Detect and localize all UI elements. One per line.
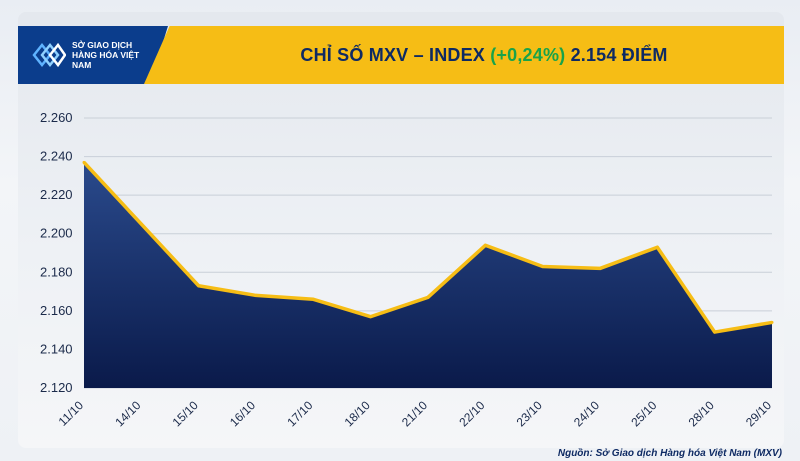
x-tick-label: 25/10 [628, 398, 659, 429]
data-point [426, 295, 430, 299]
y-tick-label: 2.240 [40, 149, 73, 164]
data-point [483, 243, 487, 247]
x-tick-label: 16/10 [227, 398, 258, 429]
x-tick-label: 18/10 [342, 398, 373, 429]
x-axis-ticks: 11/10 14/10 15/10 16/10 17/10 18/10 21/10 22/10… [56, 398, 775, 429]
y-tick-label: 2.140 [40, 341, 73, 356]
data-point [655, 245, 659, 249]
chart-title: CHỈ SỐ MXV – INDEX (+0,24%) 2.154 ĐIỂM [300, 45, 667, 66]
data-point [598, 266, 602, 270]
y-tick-label: 2.260 [40, 110, 73, 125]
x-tick-label: 28/10 [686, 398, 717, 429]
title-value: 2.154 ĐIỂM [570, 44, 668, 65]
y-axis-ticks: 2.120 2.140 2.160 2.180 2.200 2.220 2.240 2.260 [40, 110, 73, 395]
data-point [713, 330, 717, 334]
data-point [541, 265, 545, 268]
logo-label: SỞ GIAO DỊCH HÀNG HÓA VIỆT NAM [72, 40, 140, 70]
x-tick-label: 22/10 [456, 398, 487, 429]
y-tick-label: 2.200 [40, 226, 73, 241]
data-point [770, 320, 774, 324]
data-point [82, 160, 86, 164]
data-point [254, 293, 258, 297]
data-point [139, 222, 143, 226]
header: SỞ GIAO DỊCH HÀNG HÓA VIỆT NAM CHỈ SỐ MX… [18, 26, 784, 84]
mxv-logo-icon [32, 42, 66, 68]
x-tick-label: 15/10 [170, 398, 201, 429]
title-prefix: CHỈ SỐ MXV – INDEX [300, 44, 486, 65]
y-tick-label: 2.220 [40, 187, 73, 202]
y-tick-label: 2.180 [40, 264, 73, 279]
y-tick-label: 2.160 [40, 303, 73, 318]
data-point [197, 284, 201, 288]
y-tick-label: 2.120 [40, 380, 73, 395]
x-tick-label: 23/10 [514, 398, 545, 429]
title-change: (+0,24%) [490, 44, 566, 65]
x-tick-label: 11/10 [56, 398, 87, 429]
x-tick-label: 17/10 [284, 398, 315, 429]
data-point [369, 315, 373, 319]
source-note: Nguồn: Sở Giao dịch Hàng hóa Việt Nam (M… [557, 448, 782, 459]
area-series [84, 162, 772, 388]
title-band: CHỈ SỐ MXV – INDEX (+0,24%) 2.154 ĐIỂM [144, 26, 784, 84]
line-series [82, 160, 774, 334]
x-tick-label: 24/10 [571, 398, 602, 429]
data-point [311, 297, 315, 301]
area-fill [84, 162, 772, 388]
logo: SỞ GIAO DỊCH HÀNG HÓA VIỆT NAM [18, 26, 168, 84]
x-tick-label: 21/10 [399, 398, 430, 429]
x-tick-label: 29/10 [743, 398, 774, 429]
x-tick-label: 14/10 [112, 398, 143, 429]
